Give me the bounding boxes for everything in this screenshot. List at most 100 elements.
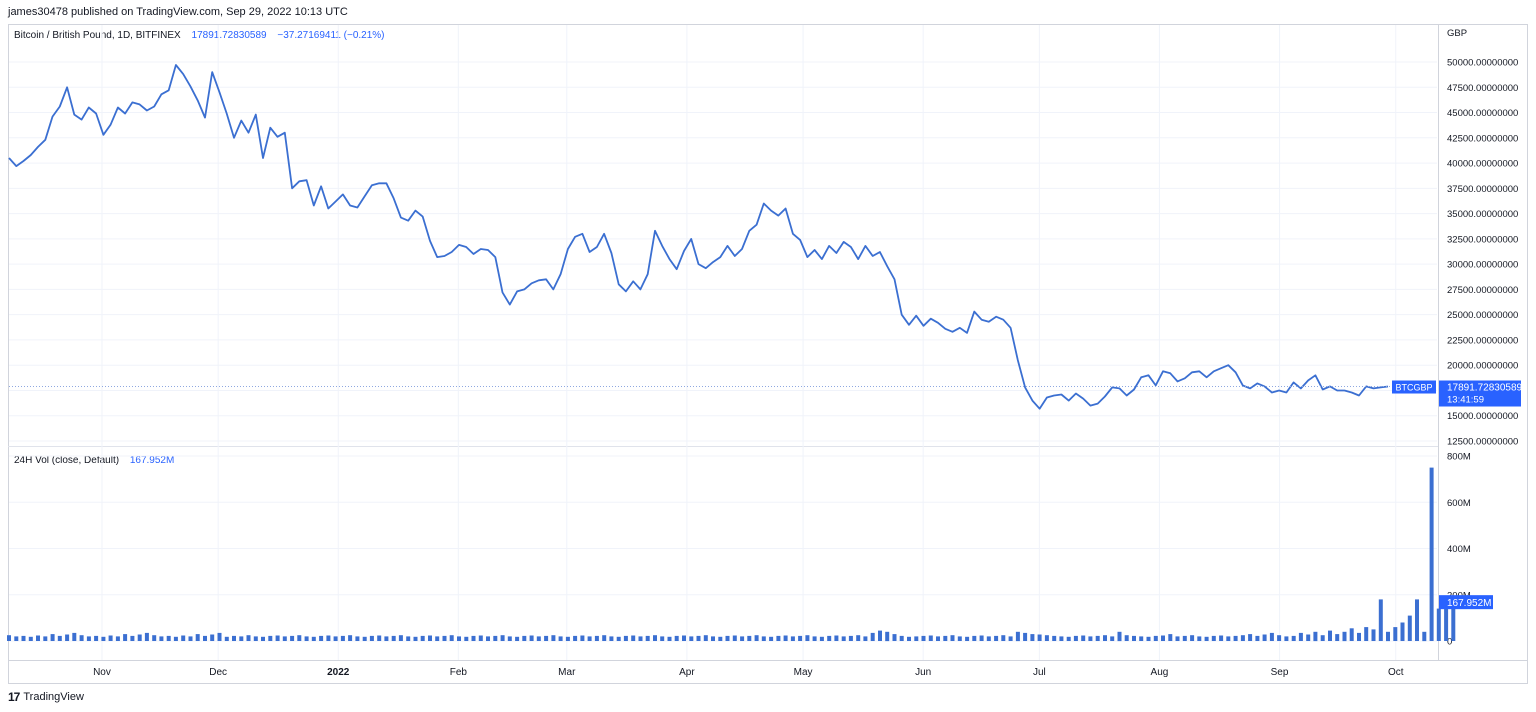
- volume-tag-value: 167.952M: [1447, 598, 1491, 609]
- volume-bar: [711, 636, 715, 641]
- volume-bar: [94, 635, 99, 641]
- volume-bar: [986, 636, 991, 641]
- volume-bar: [972, 635, 977, 641]
- volume-bar: [1161, 635, 1165, 641]
- volume-bar: [471, 635, 476, 641]
- volume-bar: [304, 636, 309, 641]
- x-tick-label: May: [794, 667, 813, 678]
- volume-bar: [740, 636, 745, 641]
- volume-bar: [1320, 635, 1325, 641]
- symbol-tag-bg: [1392, 380, 1436, 394]
- volume-bar: [507, 636, 512, 641]
- volume-bar: [921, 635, 926, 641]
- volume-bar: [580, 635, 585, 641]
- volume-bar: [1328, 630, 1332, 641]
- volume-bar: [50, 634, 55, 641]
- volume-bar: [1407, 615, 1412, 641]
- x-tick-label: Apr: [679, 667, 695, 678]
- volume-bar: [275, 635, 280, 641]
- price-legend[interactable]: Bitcoin / British Pound, 1D, BITFINEX 17…: [14, 30, 385, 41]
- volume-bar: [362, 636, 367, 641]
- volume-bar: [1429, 467, 1434, 641]
- y-tick-label: 35000.00000000: [1447, 209, 1518, 220]
- volume-bar: [246, 635, 251, 641]
- volume-bar: [7, 635, 11, 641]
- volume-bar: [848, 635, 853, 641]
- pane-separator[interactable]: [8, 446, 1438, 447]
- volume-bar: [1175, 636, 1180, 641]
- volume-bar: [297, 635, 302, 641]
- volume-bar: [878, 630, 882, 641]
- symbol-description[interactable]: Bitcoin / British Pound, 1D, BITFINEX: [14, 30, 181, 41]
- volume-bar: [224, 636, 229, 641]
- volume-bar: [282, 636, 287, 641]
- volume-bar: [1393, 627, 1398, 641]
- y-tick-label: 50000.00000000: [1447, 58, 1518, 69]
- volume-bar: [725, 635, 730, 641]
- x-tick-label: Aug: [1151, 667, 1169, 678]
- volume-bar: [1059, 636, 1064, 641]
- volume-bar: [1015, 631, 1020, 642]
- volume-bar: [159, 636, 164, 641]
- volume-bar: [623, 635, 628, 641]
- volume-bar: [1262, 634, 1267, 641]
- volume-bar: [115, 636, 120, 641]
- volume-bar: [943, 635, 948, 641]
- y-tick-label: 22500.00000000: [1447, 335, 1518, 346]
- volume-bar: [1226, 636, 1231, 641]
- volume-bar: [1357, 632, 1361, 641]
- volume-bar: [413, 636, 418, 641]
- volume-bar: [1023, 632, 1028, 641]
- volume-bar: [812, 636, 817, 641]
- volume-bar: [369, 635, 374, 641]
- volume-bar: [1153, 635, 1158, 641]
- volume-bar: [457, 636, 461, 641]
- volume-bar: [682, 635, 686, 641]
- volume-bar: [950, 635, 955, 641]
- volume-bar: [1110, 636, 1115, 641]
- volume-bar: [558, 636, 563, 641]
- volume-bar: [28, 636, 33, 641]
- volume-bar: [819, 636, 824, 641]
- volume-bar: [573, 635, 578, 641]
- volume-bar: [1255, 635, 1260, 641]
- volume-bar: [1146, 636, 1151, 641]
- volume-bar: [1248, 634, 1253, 641]
- footer-branding[interactable]: 17 TradingView: [8, 690, 84, 704]
- volume-tag-bg: [1439, 595, 1493, 610]
- volume-bar: [1001, 635, 1006, 641]
- volume-bar: [210, 634, 215, 641]
- volume-bar: [769, 636, 774, 641]
- volume-bar: [232, 635, 236, 641]
- volume-bar: [261, 636, 265, 641]
- volume-bar: [594, 635, 599, 641]
- volume-bar: [14, 636, 19, 641]
- time-axis-border: [8, 660, 1528, 661]
- publish-info: james30478 published on TradingView.com,…: [8, 6, 348, 18]
- price-change: −37.27169411 (−0.21%): [277, 30, 385, 41]
- volume-bar: [761, 636, 766, 641]
- volume-bar: [638, 636, 643, 641]
- volume-bar: [1371, 629, 1376, 641]
- volume-bar: [435, 636, 440, 641]
- volume-bar: [696, 635, 701, 641]
- volume-bar: [645, 635, 650, 641]
- volume-legend[interactable]: 24H Vol (close, Default) 167.952M: [14, 455, 174, 466]
- volume-bar: [406, 636, 411, 641]
- volume-bar: [1378, 599, 1383, 641]
- volume-indicator-name[interactable]: 24H Vol (close, Default): [14, 455, 120, 466]
- volume-bar: [667, 636, 672, 641]
- volume-bar: [965, 636, 970, 641]
- volume-bar: [1291, 635, 1296, 641]
- volume-bar: [1197, 636, 1202, 641]
- volume-bar: [1030, 634, 1035, 641]
- volume-bar: [130, 635, 135, 641]
- volume-y-tick-label: 600M: [1447, 498, 1471, 509]
- x-tick-label: Sep: [1271, 667, 1289, 678]
- volume-bar: [181, 635, 186, 641]
- currency-label: GBP: [1447, 28, 1467, 39]
- volume-bar: [536, 636, 541, 641]
- volume-bar: [863, 636, 868, 641]
- volume-bar: [173, 636, 178, 641]
